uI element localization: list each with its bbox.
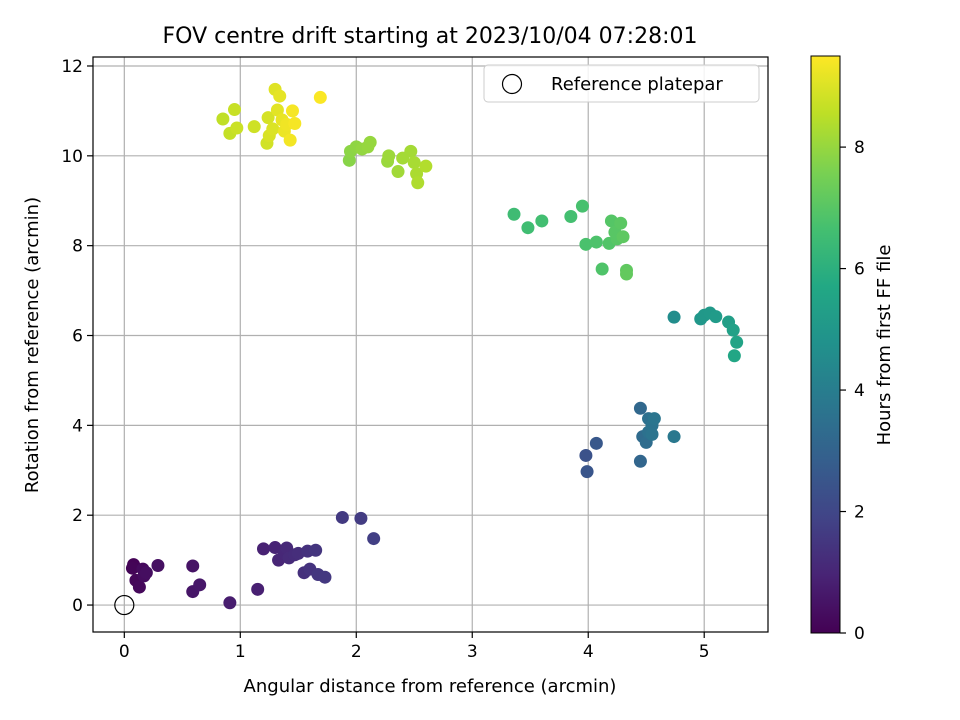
y-tick-label: 4 bbox=[72, 416, 83, 436]
x-tick-label: 5 bbox=[699, 642, 710, 662]
data-point bbox=[391, 165, 405, 179]
x-axis-ticks: 0 1 2 3 4 5 bbox=[119, 632, 710, 662]
data-point bbox=[564, 209, 578, 223]
data-point bbox=[419, 159, 433, 173]
y-tick-label: 2 bbox=[72, 506, 83, 526]
data-point bbox=[645, 427, 659, 441]
data-point bbox=[589, 235, 603, 249]
x-tick-label: 4 bbox=[583, 642, 594, 662]
data-point bbox=[288, 116, 302, 130]
colorbar-tick-label: 8 bbox=[854, 138, 865, 158]
data-point bbox=[367, 532, 381, 546]
reference-platepar-marker bbox=[114, 594, 135, 616]
data-point bbox=[521, 221, 535, 235]
data-point bbox=[273, 89, 287, 103]
reference-marker-layer bbox=[114, 594, 135, 616]
colorbar-tick-label: 6 bbox=[854, 260, 865, 280]
y-tick-label: 8 bbox=[72, 237, 83, 257]
data-point bbox=[620, 267, 634, 281]
data-point bbox=[151, 559, 165, 573]
y-axis-label: Rotation from reference (arcmin) bbox=[22, 197, 43, 493]
data-point bbox=[309, 543, 323, 557]
data-point bbox=[407, 156, 421, 170]
data-point bbox=[647, 412, 661, 426]
y-tick-label: 10 bbox=[61, 147, 83, 167]
colorbar-label: Hours from first FF file bbox=[874, 245, 895, 446]
data-point bbox=[579, 448, 593, 462]
colorbar-ticks: 0 2 4 6 8 bbox=[840, 138, 865, 644]
data-point bbox=[575, 199, 589, 213]
data-point bbox=[633, 454, 647, 468]
data-point bbox=[589, 436, 603, 450]
x-axis-label: Angular distance from reference (arcmin) bbox=[244, 676, 617, 697]
x-tick-label: 0 bbox=[119, 642, 130, 662]
colorbar-tick-label: 2 bbox=[854, 503, 865, 523]
data-point bbox=[132, 580, 146, 594]
data-point bbox=[335, 510, 349, 524]
data-point bbox=[616, 230, 630, 244]
data-point bbox=[223, 596, 237, 610]
x-tick-label: 3 bbox=[467, 642, 478, 662]
data-point bbox=[579, 237, 593, 251]
data-point bbox=[313, 90, 327, 104]
legend: Reference platepar bbox=[483, 64, 760, 103]
data-point bbox=[730, 335, 744, 349]
data-points bbox=[125, 82, 744, 610]
data-point bbox=[251, 582, 265, 596]
data-point bbox=[270, 103, 284, 117]
legend-marker-open-circle bbox=[501, 73, 523, 95]
y-tick-label: 0 bbox=[72, 596, 83, 616]
data-point bbox=[404, 144, 418, 158]
data-point bbox=[726, 323, 740, 337]
data-point bbox=[283, 133, 297, 147]
data-point bbox=[139, 566, 153, 580]
data-point bbox=[261, 111, 275, 125]
legend-entry-reference-platepar: Reference platepar bbox=[551, 74, 723, 95]
x-tick-label: 1 bbox=[235, 642, 246, 662]
data-point bbox=[247, 120, 261, 134]
data-point bbox=[193, 578, 207, 592]
data-point bbox=[667, 430, 681, 444]
data-point bbox=[382, 149, 396, 163]
y-axis-ticks: 0 2 4 6 8 10 12 bbox=[61, 57, 93, 616]
data-point bbox=[256, 542, 270, 556]
data-point bbox=[285, 104, 299, 118]
plot-frame bbox=[92, 56, 769, 633]
data-point bbox=[411, 176, 425, 190]
data-point bbox=[727, 349, 741, 363]
colorbar-tick-label: 0 bbox=[854, 624, 865, 644]
colorbar bbox=[810, 55, 841, 634]
data-point bbox=[633, 401, 647, 415]
data-point bbox=[363, 135, 377, 149]
data-point bbox=[266, 122, 280, 136]
data-point bbox=[268, 541, 282, 555]
chart-title: FOV centre drift starting at 2023/10/04 … bbox=[163, 24, 698, 49]
data-point bbox=[125, 561, 139, 575]
data-point bbox=[230, 121, 244, 135]
data-point bbox=[595, 262, 609, 276]
data-point bbox=[614, 216, 628, 230]
data-point bbox=[318, 570, 332, 584]
data-point bbox=[227, 103, 241, 117]
data-point bbox=[709, 310, 723, 324]
data-point bbox=[580, 465, 594, 479]
data-point bbox=[186, 559, 200, 573]
y-tick-label: 12 bbox=[61, 57, 83, 77]
legend-box bbox=[483, 64, 760, 103]
data-point bbox=[535, 214, 549, 228]
x-tick-label: 2 bbox=[351, 642, 362, 662]
data-point bbox=[507, 207, 521, 221]
data-point bbox=[216, 112, 230, 126]
data-point bbox=[667, 310, 681, 324]
colorbar-tick-label: 4 bbox=[854, 381, 865, 401]
data-point bbox=[354, 511, 368, 525]
y-tick-label: 6 bbox=[72, 327, 83, 347]
